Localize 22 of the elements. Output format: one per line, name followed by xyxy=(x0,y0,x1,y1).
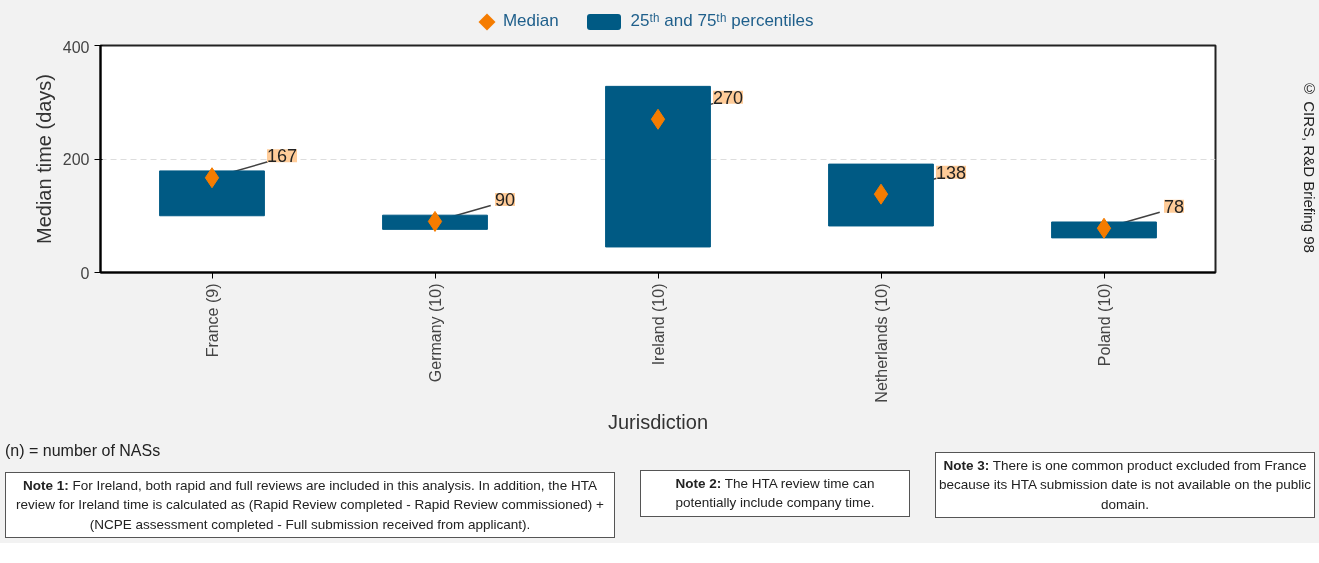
text: (n) = number of NASs xyxy=(5,441,161,461)
y-tick-label: 200 xyxy=(62,151,90,168)
data-label: 270 xyxy=(712,87,744,108)
text: Note 3: There is one common product excluded from France because its HTA submission date is not available on the public domain. xyxy=(939,457,1311,514)
x-tick-label: Netherlands (10) xyxy=(872,283,890,403)
data-label: 138 xyxy=(935,162,967,183)
x-tick-label: Ireland (10) xyxy=(649,283,667,366)
x-tick-label: Germany (10) xyxy=(426,283,444,383)
data-label: 167 xyxy=(266,146,298,167)
y-tick-label: 400 xyxy=(62,38,90,56)
y-tick-label: 0 xyxy=(80,264,90,282)
text: Note 2: The HTA review time can potentially include company time. xyxy=(674,475,876,513)
text: © CIRS, R&D Briefing 98 xyxy=(1300,80,1319,253)
legend-label: 25ᵗʰ and 75ᵗʰ percentiles xyxy=(630,11,814,31)
legend-label: Median xyxy=(502,11,559,31)
x-axis-title: Jurisdiction xyxy=(607,410,709,433)
y-axis-title: Median time (days) xyxy=(32,73,55,245)
text: Note 1: For Ireland, both rapid and full reviews are included in this analysis. In addition, the HTA review for Ireland time is calculated as (Rapid Review completed - Rapid Review commissioned) + (NCPE assessment completed - Full submission received from applicant). xyxy=(15,477,605,534)
x-tick-label: France (9) xyxy=(203,283,221,358)
data-label: 78 xyxy=(1163,196,1185,217)
x-tick-label: Poland (10) xyxy=(1095,283,1113,367)
data-label: 90 xyxy=(494,189,516,210)
